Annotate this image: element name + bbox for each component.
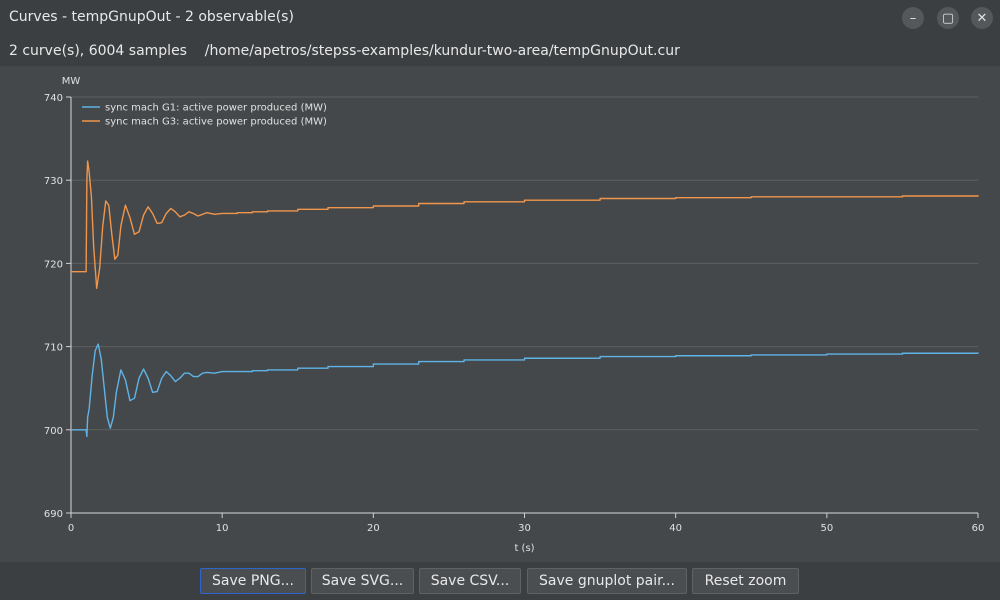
button-bar: Save PNG... Save SVG... Save CSV... Save… (0, 562, 1000, 600)
reset-zoom-button[interactable]: Reset zoom (692, 568, 799, 594)
plot-area[interactable]: 690 700 710 720 730 740 0 10 20 30 40 50 60 MW t (s) s… (0, 66, 1000, 562)
x-tick-label: 0 (68, 523, 74, 534)
file-path: /home/apetros/stepss-examples/kundur-two… (204, 43, 680, 59)
sample-summary: 2 curve(s), 6004 samples (9, 43, 187, 59)
legend-entry: sync mach G3: active power produced (MW) (105, 117, 327, 128)
x-tick-label: 10 (216, 523, 229, 534)
save-gnuplot-button[interactable]: Save gnuplot pair... (527, 568, 687, 594)
minimize-icon[interactable]: – (902, 7, 924, 29)
x-tick-label: 50 (820, 523, 833, 534)
y-tick-label: 700 (44, 426, 63, 437)
info-bar: 2 curve(s), 6004 samples /home/apetros/s… (0, 36, 1000, 66)
axes: 690 700 710 720 730 740 0 10 20 30 40 50 60 MW t (s) (44, 76, 984, 554)
y-tick-label: 710 (44, 343, 63, 354)
y-tick-label: 730 (44, 176, 63, 187)
info-text: 2 curve(s), 6004 samples /home/apetros/s… (9, 43, 680, 59)
save-csv-button[interactable]: Save CSV... (419, 568, 521, 594)
x-tick-label: 30 (518, 523, 531, 534)
legend: sync mach G1: active power produced (MW)… (82, 103, 327, 128)
y-tick-label: 720 (44, 259, 63, 270)
x-tick-label: 40 (669, 523, 682, 534)
x-tick-label: 20 (367, 523, 380, 534)
save-svg-button[interactable]: Save SVG... (311, 568, 414, 594)
y-axis-label: MW (62, 76, 81, 87)
title-bar: Curves - tempGnupOut - 2 observable(s) –… (0, 0, 1000, 36)
close-icon[interactable]: ✕ (971, 7, 993, 29)
window-title: Curves - tempGnupOut - 2 observable(s) (9, 9, 294, 25)
series-line-2 (71, 160, 979, 290)
save-png-button[interactable]: Save PNG... (200, 568, 306, 594)
x-tick-label: 60 (972, 523, 985, 534)
x-axis-label: t (s) (514, 543, 534, 554)
maximize-icon[interactable]: ▢ (937, 7, 959, 29)
series-lines (71, 160, 979, 438)
line-chart[interactable]: 690 700 710 720 730 740 0 10 20 30 40 50 60 MW t (s) s… (0, 66, 1000, 562)
legend-entry: sync mach G1: active power produced (MW) (105, 103, 327, 114)
series-line-1 (71, 343, 979, 438)
y-tick-label: 740 (44, 93, 63, 104)
y-tick-label: 690 (44, 509, 63, 520)
grid-lines (71, 96, 978, 514)
